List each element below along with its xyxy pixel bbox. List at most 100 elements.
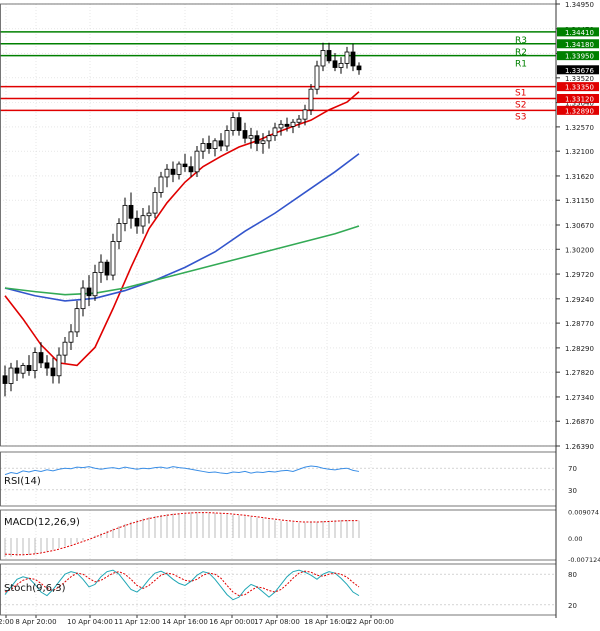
candle-up — [74, 308, 80, 333]
candle-down — [128, 204, 134, 219]
price-tick-label: 1.26870 — [565, 418, 594, 426]
level-name-r3: R3 — [515, 36, 527, 46]
candle-up — [290, 121, 296, 127]
candle-up — [92, 272, 98, 297]
candle-up — [338, 62, 344, 68]
candle-down — [182, 163, 188, 168]
level-name-s2: S2 — [515, 100, 526, 110]
candle-up — [200, 143, 206, 152]
level-price-box — [557, 82, 599, 92]
current-price-box — [557, 65, 599, 75]
candle-up — [296, 118, 302, 123]
level-price-label: 1.34410 — [565, 29, 594, 37]
rsi-tick-label: 30 — [568, 487, 577, 495]
time-tick-label: 22 Apr 00:00 — [348, 618, 394, 626]
price-tick-label: 1.31150 — [565, 197, 594, 205]
candle-up — [116, 223, 122, 242]
candle-down — [2, 375, 8, 384]
price-tick-label: 1.29240 — [565, 296, 594, 304]
price-tick-label: 1.31620 — [565, 173, 594, 181]
candle-down — [14, 367, 20, 374]
candle-down — [104, 261, 110, 276]
level-name-r2: R2 — [515, 48, 527, 58]
candle-down — [326, 50, 332, 62]
level-price-box — [557, 105, 599, 115]
candle-down — [350, 51, 356, 67]
time-tick-label: 2:00 — [0, 618, 14, 626]
candle-down — [38, 352, 44, 364]
macd-signal-line — [4, 512, 359, 556]
candle-up — [320, 50, 326, 67]
time-tick-label: 17 Apr 08:00 — [254, 618, 300, 626]
candle-up — [308, 88, 314, 111]
macd-tick-label: 0.009074 — [568, 508, 599, 516]
candle-up — [68, 331, 74, 343]
time-tick-label: 10 Apr 04:00 — [67, 618, 113, 626]
level-price-label: 1.33120 — [565, 95, 594, 103]
price-tick-label: 1.27820 — [565, 369, 594, 377]
moving-average-line — [4, 153, 360, 302]
candle-up — [158, 176, 164, 193]
candle-up — [248, 135, 254, 139]
macd-tick-label: 0.00 — [568, 535, 582, 543]
price-tick-label: 1.33520 — [565, 75, 594, 83]
candle-down — [26, 365, 32, 372]
candle-up — [176, 163, 182, 175]
candle-down — [254, 135, 260, 144]
stoch-label: Stoch(9,6,3) — [4, 583, 66, 594]
level-name-r1: R1 — [515, 60, 527, 70]
candle-up — [110, 241, 116, 276]
time-tick-label: 8 Apr 20:00 — [15, 618, 56, 626]
candle-up — [98, 261, 104, 273]
candle-down — [332, 60, 338, 68]
candle-up — [302, 109, 308, 120]
rsi-line — [4, 465, 360, 476]
price-tick-label: 1.28770 — [565, 320, 594, 328]
level-price-label: 1.34180 — [565, 41, 594, 49]
time-tick-label: 16 Apr 00:00 — [209, 618, 255, 626]
candle-up — [140, 215, 146, 227]
candle-up — [80, 287, 86, 310]
candle-up — [230, 117, 236, 131]
current-price-label: 1.33676 — [565, 67, 594, 75]
candle-down — [284, 123, 290, 127]
price-tick-label: 1.30670 — [565, 222, 594, 230]
price-tick-label: 1.33040 — [565, 100, 594, 108]
stoch-d-line — [4, 570, 360, 597]
rsi-tick-label: 70 — [568, 465, 577, 473]
stoch-k-line — [4, 569, 360, 601]
price-tick-label: 1.32570 — [565, 124, 594, 132]
level-price-label: 1.33350 — [565, 84, 594, 92]
candle-up — [224, 130, 230, 147]
candle-up — [314, 65, 320, 90]
candle-down — [242, 130, 248, 139]
macd-label: MACD(12,26,9) — [4, 517, 80, 528]
candle-up — [146, 212, 152, 217]
price-tick-label: 1.34950 — [565, 1, 594, 9]
candle-up — [62, 341, 68, 356]
level-name-s1: S1 — [515, 89, 526, 99]
candle-down — [218, 140, 224, 147]
candle-up — [212, 140, 218, 149]
level-name-s3: S3 — [515, 112, 526, 122]
candle-down — [134, 217, 140, 227]
candle-up — [344, 51, 350, 64]
candle-up — [20, 365, 26, 374]
candle-down — [356, 65, 362, 71]
price-tick-label: 1.30200 — [565, 246, 594, 254]
candle-up — [260, 140, 266, 144]
price-tick-label: 1.29720 — [565, 271, 594, 279]
level-price-label: 1.32890 — [565, 107, 594, 115]
candle-up — [278, 123, 284, 129]
candle-up — [272, 127, 278, 137]
level-price-box — [557, 39, 599, 49]
time-tick-label: 11 Apr 12:00 — [114, 618, 160, 626]
stoch-tick-label: 80 — [568, 571, 577, 579]
candle-up — [164, 168, 170, 178]
stoch-tick-label: 20 — [568, 602, 577, 610]
macd-tick-label: -0.007124 — [568, 556, 600, 564]
candle-down — [170, 168, 176, 175]
moving-average-line — [4, 225, 360, 296]
level-price-box — [557, 93, 599, 103]
